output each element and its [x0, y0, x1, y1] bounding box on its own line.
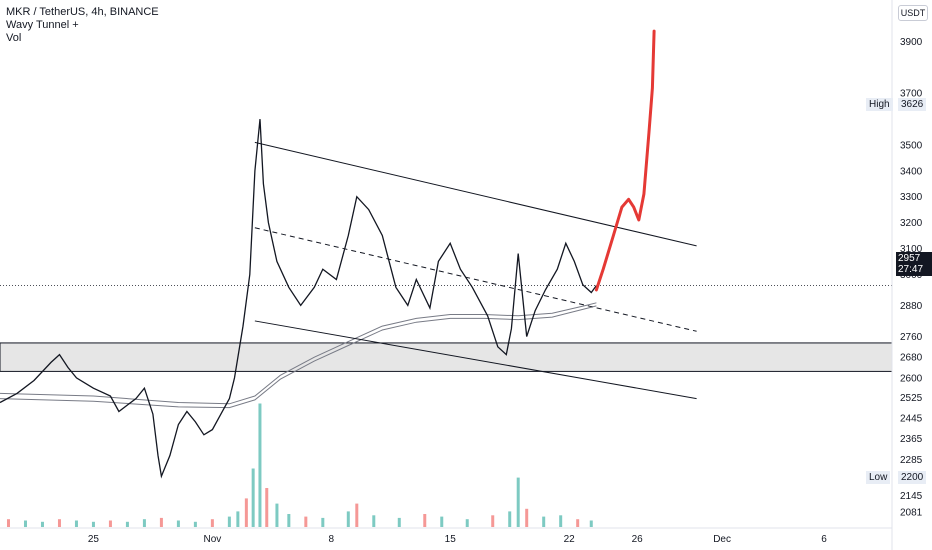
volume-bar — [321, 517, 325, 527]
time-tick-label: 22 — [564, 534, 576, 545]
price-tick-label: 2600 — [900, 373, 923, 384]
volume-bar — [265, 488, 269, 527]
price-axis[interactable]: 3900370035003400330032003100300028802760… — [900, 37, 923, 519]
price-tick-label: 3400 — [900, 166, 923, 177]
volume-bar — [74, 520, 78, 527]
channel-lower-line[interactable] — [254, 320, 697, 400]
time-tick-label: 6 — [821, 534, 827, 545]
low-value: 2200 — [898, 471, 927, 484]
price-tick-label: 2145 — [900, 491, 923, 502]
volume-bar — [465, 519, 469, 527]
volume-bar — [236, 511, 240, 527]
volume-bar — [176, 520, 180, 527]
time-tick-label: 26 — [632, 534, 644, 545]
time-tick-label: 8 — [329, 534, 335, 545]
volume-bar — [227, 516, 231, 527]
price-tick-label: 2081 — [900, 508, 923, 519]
indicator-volume[interactable]: Vol — [6, 32, 22, 44]
volume-bar — [210, 519, 214, 527]
volume-bar — [491, 515, 495, 527]
price-tick-label: 2445 — [900, 414, 923, 425]
volume-bar — [125, 521, 129, 527]
volume-bar — [251, 468, 255, 527]
bar-countdown: 27:47 — [898, 264, 924, 275]
volume-bar — [346, 511, 350, 527]
last-price-badge: 2957 27:47 — [896, 252, 932, 276]
volume-bar — [576, 519, 580, 527]
volume-bar — [372, 515, 376, 527]
volume-bar — [23, 520, 27, 527]
price-tick-label: 2525 — [900, 393, 923, 404]
price-tick-label: 3100 — [900, 244, 923, 255]
price-tick-label: 3200 — [900, 218, 923, 229]
price-tick-label: 3700 — [900, 89, 923, 100]
volume-bar — [142, 519, 146, 527]
volume-bar — [193, 521, 197, 527]
time-axis[interactable]: 25 Nov 8 15 22 26 Dec 6 — [88, 534, 827, 545]
time-tick-label: Nov — [203, 534, 221, 545]
last-price-value: 2957 — [898, 253, 921, 264]
volume-bar — [304, 516, 308, 527]
volume-bar — [508, 511, 512, 527]
volume-bar — [244, 498, 248, 527]
volume-bar — [159, 517, 163, 527]
currency-button[interactable]: USDT — [898, 5, 928, 21]
price-tick-label: 2365 — [900, 434, 923, 445]
price-tick-label: 3500 — [900, 140, 923, 151]
symbol-title[interactable]: MKR / TetherUS, 4h, BINANCE — [6, 6, 159, 18]
channel-upper-line[interactable] — [254, 141, 697, 247]
volume-bar — [516, 477, 520, 527]
chart-legend: MKR / TetherUS, 4h, BINANCE Wavy Tunnel … — [6, 6, 159, 45]
volume-bar — [258, 403, 262, 527]
time-tick-label: 25 — [88, 534, 100, 545]
volume-bar — [542, 516, 546, 527]
volume-bar — [559, 515, 563, 527]
indicator-wavy-tunnel[interactable]: Wavy Tunnel + — [6, 19, 79, 31]
price-tick-label: 2680 — [900, 353, 923, 364]
price-tick-label: 2285 — [900, 455, 923, 466]
volume-bar — [40, 521, 44, 527]
channel-mid-line[interactable] — [254, 227, 697, 332]
price-line — [0, 119, 597, 479]
support-zone[interactable] — [0, 342, 893, 372]
volume-bars — [6, 403, 593, 527]
low-label: Low — [866, 471, 891, 484]
high-label: High — [866, 98, 893, 111]
volume-bar — [397, 517, 401, 527]
volume-bar — [275, 503, 279, 527]
wavy-tunnel-upper — [0, 302, 597, 405]
volume-bar — [6, 519, 10, 527]
volume-bar — [91, 521, 95, 527]
price-tick-label: 2760 — [900, 332, 923, 343]
volume-bar — [355, 503, 359, 527]
forecast-drawing[interactable] — [594, 29, 656, 292]
volume-bar — [108, 520, 112, 527]
price-tick-label: 3300 — [900, 192, 923, 203]
volume-bar — [57, 519, 61, 527]
volume-bar — [423, 514, 427, 527]
high-value: 3626 — [898, 98, 927, 111]
time-tick-label: 15 — [445, 534, 457, 545]
price-tick-label: 3900 — [900, 37, 923, 48]
wavy-tunnel-lower — [0, 305, 597, 409]
time-tick-label: Dec — [713, 534, 731, 545]
volume-bar — [440, 516, 444, 527]
volume-bar — [525, 508, 529, 527]
volume-bar — [589, 520, 593, 527]
volume-bar — [287, 514, 291, 527]
price-tick-label: 2880 — [900, 301, 923, 312]
